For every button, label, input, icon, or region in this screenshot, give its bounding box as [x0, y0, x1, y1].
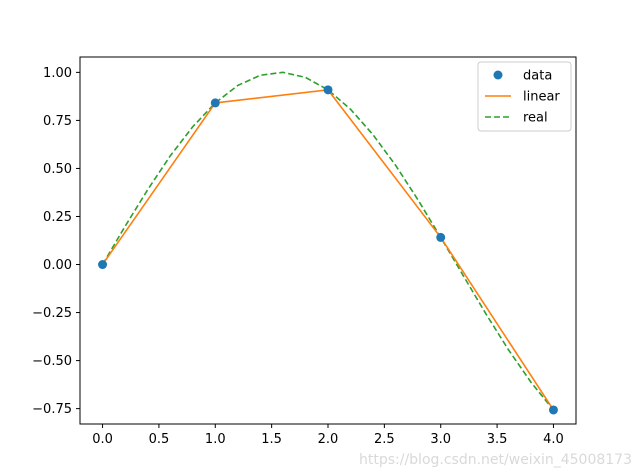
- legend-box: [477, 61, 572, 132]
- y-tick-label: 0.00: [43, 258, 72, 273]
- legend-label: data: [523, 69, 552, 84]
- y-tick-label: 1.00: [43, 66, 72, 81]
- x-tick-label: 4.0: [543, 432, 564, 447]
- legend-label: real: [523, 111, 548, 126]
- data-point: [548, 405, 558, 415]
- x-tick-label: 1.0: [205, 432, 226, 447]
- legend-entry-data: data: [493, 69, 552, 84]
- y-tick-label: 0.50: [43, 162, 72, 177]
- data-point: [210, 98, 220, 108]
- x-tick-label: 2.5: [374, 432, 395, 447]
- legend-label: linear: [523, 90, 560, 105]
- data-point: [323, 85, 333, 95]
- y-tick-label: −0.50: [32, 354, 72, 369]
- legend-entry-linear: linear: [485, 90, 560, 105]
- x-tick-label: 2.0: [318, 432, 339, 447]
- x-tick-label: 0.0: [92, 432, 113, 447]
- x-tick-label: 3.5: [487, 432, 508, 447]
- legend: data linear real: [477, 61, 572, 132]
- data-point: [98, 260, 108, 270]
- legend-entry-real: real: [485, 111, 548, 126]
- watermark: https://blog.csdn.net/weixin_45008173: [358, 452, 632, 468]
- y-tick-label: −0.25: [32, 306, 72, 321]
- x-tick-label: 3.0: [430, 432, 451, 447]
- x-tick-label: 0.5: [149, 432, 170, 447]
- data-point: [436, 232, 446, 242]
- x-tick-label: 1.5: [261, 432, 282, 447]
- series-line-linear: [101, 89, 555, 411]
- legend-marker: [493, 70, 503, 80]
- y-tick-label: −0.75: [32, 402, 72, 417]
- y-tick-label: 0.75: [43, 114, 72, 129]
- y-tick-label: 0.25: [43, 210, 72, 225]
- series-layer: [98, 71, 558, 415]
- axes-layer: 0.0 0.5 1.0 1.5 2.0 2.5 3.0 3.5 4.0 −0.75 −0.50 −0.…: [32, 56, 577, 447]
- series-line-real: [101, 71, 555, 411]
